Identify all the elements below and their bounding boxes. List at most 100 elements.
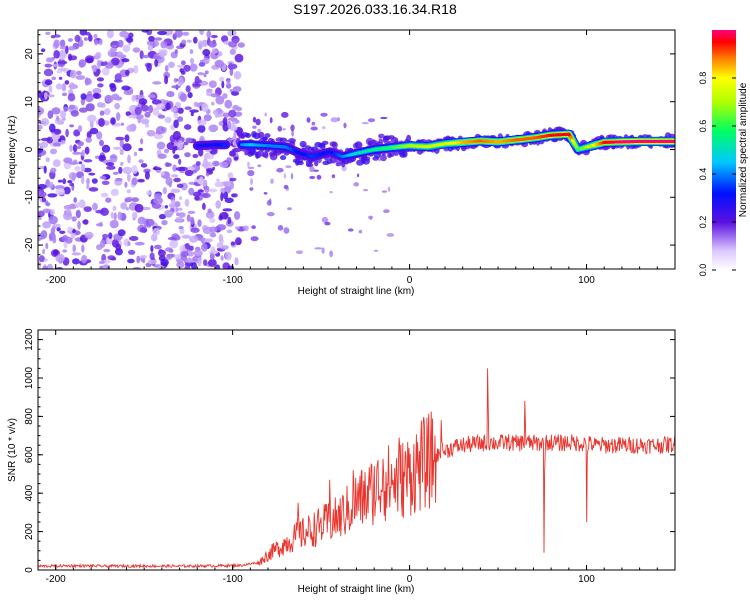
noise-blob	[154, 244, 162, 250]
noise-blob	[49, 234, 53, 242]
noise-blob	[208, 258, 217, 267]
noise-blob	[76, 70, 82, 76]
noise-blob	[231, 120, 236, 130]
noise-blob	[311, 121, 316, 126]
noise-blob	[112, 205, 117, 211]
noise-blob	[83, 159, 93, 163]
noise-blob	[141, 206, 151, 211]
noise-blob	[285, 165, 292, 169]
noise-blob	[70, 110, 80, 117]
noise-blob	[152, 167, 162, 171]
noise-blob	[54, 185, 65, 190]
noise-blob	[203, 114, 212, 122]
noise-blob	[126, 189, 131, 194]
noise-blob	[227, 30, 237, 37]
noise-blob	[226, 157, 232, 165]
noise-blob	[98, 39, 103, 46]
noise-blob	[42, 248, 46, 255]
noise-blob	[197, 189, 205, 193]
noise-blob	[128, 249, 136, 255]
ridge-halo	[321, 140, 329, 145]
noise-blob	[203, 157, 208, 167]
noise-blob	[71, 252, 82, 256]
noise-blob	[100, 176, 107, 180]
noise-blob	[186, 39, 192, 43]
ridge-halo	[257, 150, 264, 157]
noise-blob	[78, 199, 86, 209]
noise-blob	[177, 116, 184, 122]
noise-blob	[144, 171, 150, 180]
noise-blob	[67, 93, 76, 102]
noise-blob	[160, 41, 168, 49]
ridge-halo	[280, 155, 287, 161]
noise-blob	[120, 202, 128, 210]
noise-blob	[198, 62, 206, 67]
noise-blob	[222, 191, 229, 200]
noise-blob	[114, 102, 120, 110]
noise-blob	[38, 106, 45, 115]
noise-blob	[290, 124, 295, 132]
noise-blob	[117, 229, 126, 237]
noise-blob	[383, 209, 390, 214]
noise-blob	[53, 39, 60, 48]
noise-blob	[75, 202, 80, 209]
y-tick-label: 1000	[24, 366, 35, 389]
noise-blob	[178, 225, 184, 230]
noise-blob	[131, 197, 140, 203]
y-tick-label: 600	[24, 446, 35, 463]
y-tick-label: 800	[24, 408, 35, 425]
noise-blob	[231, 90, 239, 96]
noise-blob	[353, 182, 360, 187]
noise-blob	[313, 169, 319, 172]
noise-blob	[40, 230, 48, 239]
noise-blob	[126, 37, 134, 43]
noise-blob	[381, 190, 388, 193]
noise-blob	[276, 167, 284, 173]
noise-blob	[48, 215, 58, 225]
noise-blob	[56, 227, 61, 232]
ridge-halo	[314, 159, 319, 167]
noise-blob	[228, 62, 234, 71]
noise-blob	[203, 73, 207, 78]
noise-blob	[53, 50, 60, 59]
noise-blob	[378, 133, 385, 139]
noise-blob	[91, 178, 98, 184]
colorbar-gradient	[712, 30, 736, 270]
noise-blob	[93, 33, 98, 39]
noise-blob	[157, 153, 167, 159]
noise-blob	[43, 68, 54, 77]
y-tick-label: -20	[24, 237, 35, 252]
noise-blob	[102, 66, 110, 76]
noise-blob	[174, 49, 178, 54]
noise-blob	[281, 111, 289, 118]
noise-blob	[110, 117, 116, 125]
noise-blob	[137, 216, 146, 225]
noise-blob	[173, 177, 181, 183]
noise-blob	[215, 264, 220, 269]
noise-blob	[173, 201, 181, 208]
noise-blob	[148, 35, 155, 42]
noise-blob	[75, 146, 82, 149]
noise-blob	[77, 220, 81, 230]
noise-blob	[184, 124, 192, 130]
noise-blob	[237, 42, 245, 48]
noise-blob	[227, 120, 232, 130]
noise-blob	[40, 118, 50, 126]
noise-blob	[110, 188, 119, 196]
noise-blob	[211, 48, 219, 54]
x-tick-label: -200	[46, 275, 66, 286]
noise-blob	[59, 45, 67, 50]
noise-blob	[324, 221, 331, 226]
noise-blob	[112, 146, 122, 150]
noise-blob	[176, 183, 184, 188]
noise-blob	[92, 202, 98, 211]
noise-blob	[176, 212, 180, 217]
noise-blob	[363, 189, 368, 192]
noise-blob	[172, 130, 181, 140]
noise-blob	[184, 152, 191, 158]
noise-blob	[157, 30, 167, 36]
noise-blob	[193, 36, 198, 44]
noise-blob	[52, 236, 57, 244]
noise-blob	[178, 212, 186, 218]
noise-blob	[56, 69, 63, 74]
